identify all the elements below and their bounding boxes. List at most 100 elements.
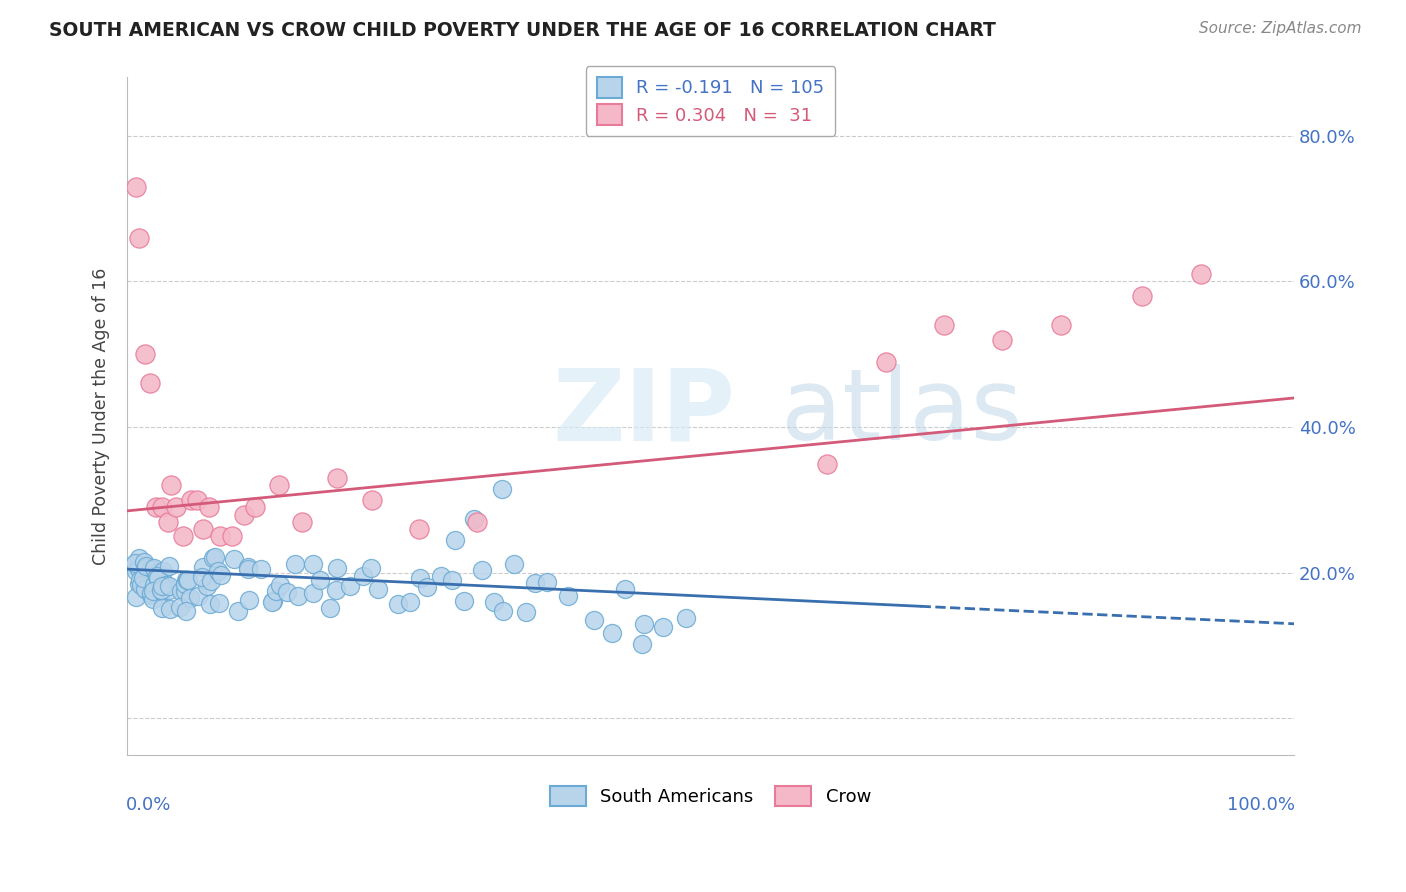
Point	[651, 620, 673, 634]
Point	[482, 594, 505, 608]
Point	[238, 562, 260, 576]
Point	[128, 230, 150, 244]
Point	[125, 179, 148, 194]
Legend: South Americans, Crow: South Americans, Crow	[543, 779, 879, 814]
Point	[236, 559, 259, 574]
Point	[222, 552, 245, 566]
Point	[325, 560, 347, 574]
Point	[260, 594, 283, 608]
Point	[125, 564, 148, 578]
Point	[149, 583, 172, 598]
Point	[169, 600, 191, 615]
Point	[207, 564, 229, 578]
Point	[135, 559, 157, 574]
Point	[399, 595, 422, 609]
Point	[143, 577, 166, 591]
Point	[226, 604, 249, 618]
Point	[155, 577, 177, 591]
Point	[150, 600, 173, 615]
Point	[202, 550, 225, 565]
Point	[134, 582, 156, 596]
Point	[157, 579, 180, 593]
Point	[134, 580, 156, 594]
Point	[267, 478, 290, 492]
Point	[932, 318, 955, 332]
Point	[191, 570, 214, 584]
Point	[174, 573, 197, 587]
Point	[142, 583, 165, 598]
Point	[132, 555, 155, 569]
Point	[631, 637, 654, 651]
Point	[221, 529, 243, 543]
Point	[191, 522, 214, 536]
Point	[276, 585, 298, 599]
Point	[238, 593, 260, 607]
Point	[198, 597, 221, 611]
Text: 100.0%: 100.0%	[1227, 796, 1295, 814]
Point	[187, 590, 209, 604]
Point	[135, 582, 157, 597]
Point	[361, 492, 384, 507]
Point	[557, 590, 579, 604]
Point	[1189, 267, 1212, 281]
Point	[150, 579, 173, 593]
Point	[197, 500, 219, 515]
Point	[150, 583, 173, 598]
Point	[325, 582, 347, 597]
Point	[165, 500, 187, 515]
Point	[122, 558, 145, 572]
Point	[991, 333, 1014, 347]
Point	[204, 549, 226, 564]
Y-axis label: Child Poverty Under the Age of 16: Child Poverty Under the Age of 16	[93, 268, 110, 565]
Point	[157, 582, 180, 597]
Point	[416, 580, 439, 594]
Point	[515, 606, 537, 620]
Point	[440, 573, 463, 587]
Point	[156, 515, 179, 529]
Point	[463, 512, 485, 526]
Point	[582, 613, 605, 627]
Point	[387, 598, 409, 612]
Point	[491, 483, 513, 497]
Point	[176, 573, 198, 587]
Point	[176, 604, 198, 618]
Point	[177, 573, 200, 587]
Text: ZIP: ZIP	[553, 364, 735, 461]
Point	[245, 500, 267, 515]
Point	[209, 529, 232, 543]
Point	[232, 508, 254, 522]
Point	[159, 602, 181, 616]
Text: 0.0%: 0.0%	[125, 796, 172, 814]
Point	[152, 564, 174, 578]
Point	[173, 576, 195, 591]
Point	[1132, 289, 1154, 303]
Point	[326, 471, 349, 485]
Point	[444, 533, 467, 547]
Point	[148, 566, 170, 581]
Point	[208, 596, 231, 610]
Point	[360, 560, 382, 574]
Point	[250, 562, 273, 576]
Point	[675, 610, 697, 624]
Point	[309, 573, 332, 587]
Point	[173, 584, 195, 599]
Point	[409, 571, 432, 585]
Point	[600, 626, 623, 640]
Point	[262, 594, 284, 608]
Point	[815, 457, 838, 471]
Point	[146, 569, 169, 583]
Point	[195, 579, 218, 593]
Point	[536, 575, 558, 590]
Point	[180, 492, 202, 507]
Point	[633, 617, 655, 632]
Text: atlas: atlas	[780, 364, 1022, 461]
Point	[269, 578, 291, 592]
Point	[139, 376, 162, 391]
Point	[172, 529, 194, 543]
Point	[150, 500, 173, 515]
Point	[148, 570, 170, 584]
Point	[139, 561, 162, 575]
Point	[430, 569, 453, 583]
Point	[524, 575, 547, 590]
Point	[408, 522, 430, 536]
